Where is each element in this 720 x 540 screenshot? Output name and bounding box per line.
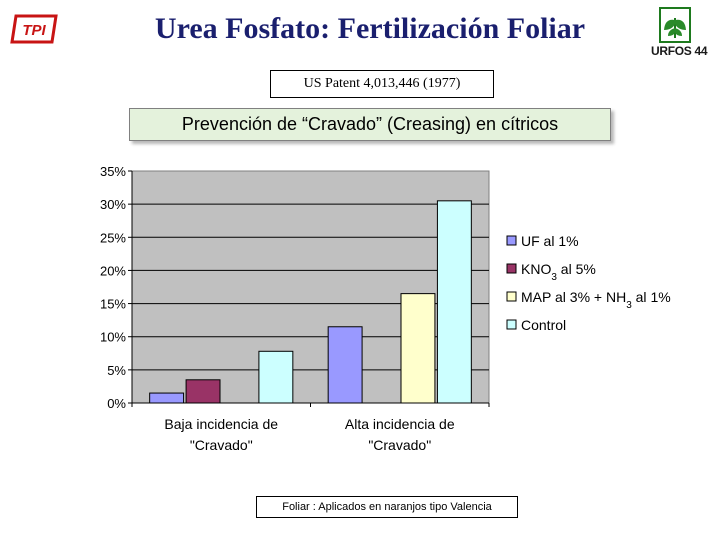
- y-tick-label: 25%: [100, 230, 126, 245]
- patent-label: US Patent 4,013,446 (1977): [270, 70, 494, 98]
- svg-text:TPI: TPI: [22, 22, 46, 39]
- bar-map-al-3-nh3-al-1-: [400, 293, 436, 404]
- bar-kno3-al-5-: [185, 379, 221, 404]
- y-tick-label: 15%: [100, 297, 126, 312]
- legend-swatch: [506, 263, 517, 274]
- legend-swatch: [506, 291, 517, 302]
- bar-uf-al-1-: [327, 326, 363, 404]
- y-tick-label: 30%: [100, 197, 126, 212]
- legend-swatch: [506, 235, 517, 246]
- urfos-logo-text: URFOS 44: [651, 44, 708, 58]
- page-title: Urea Fosfato: Fertilización Foliar: [154, 12, 586, 45]
- legend-label: KNO3 al 5%: [521, 261, 596, 283]
- y-tick-label: 0%: [107, 396, 126, 411]
- footnote: Foliar : Aplicados en naranjos tipo Vale…: [256, 496, 518, 518]
- bar-uf-al-1-: [149, 392, 185, 404]
- legend-label: Control: [521, 317, 566, 333]
- x-category-label: Alta incidencia de: [345, 416, 455, 432]
- bars: [149, 200, 472, 404]
- bar-control: [258, 350, 294, 404]
- y-tick-label: 20%: [100, 263, 126, 278]
- x-category-label: "Cravado": [190, 437, 253, 453]
- tpi-logo: TPI: [10, 14, 58, 44]
- bar-control: [436, 200, 472, 404]
- urfos-leaf-logo: [659, 7, 691, 43]
- y-tick-label: 35%: [100, 164, 126, 179]
- plot-area: [131, 170, 490, 404]
- legend: UF al 1% KNO3 al 5% MAP al 3% + NH3 al 1% C…: [506, 233, 671, 333]
- chart-title: Prevención de “Cravado” (Creasing) en cí…: [129, 108, 611, 141]
- x-axis: Baja incidencia de "Cravado" Alta incidenc…: [131, 403, 490, 453]
- x-category-label: "Cravado": [368, 437, 431, 453]
- y-tick-label: 10%: [100, 330, 126, 345]
- legend-label: MAP al 3% + NH3 al 1%: [521, 289, 671, 311]
- legend-swatch: [506, 319, 517, 330]
- y-tick-label: 5%: [107, 363, 126, 378]
- x-category-label: Baja incidencia de: [164, 416, 278, 432]
- legend-label: UF al 1%: [521, 233, 579, 249]
